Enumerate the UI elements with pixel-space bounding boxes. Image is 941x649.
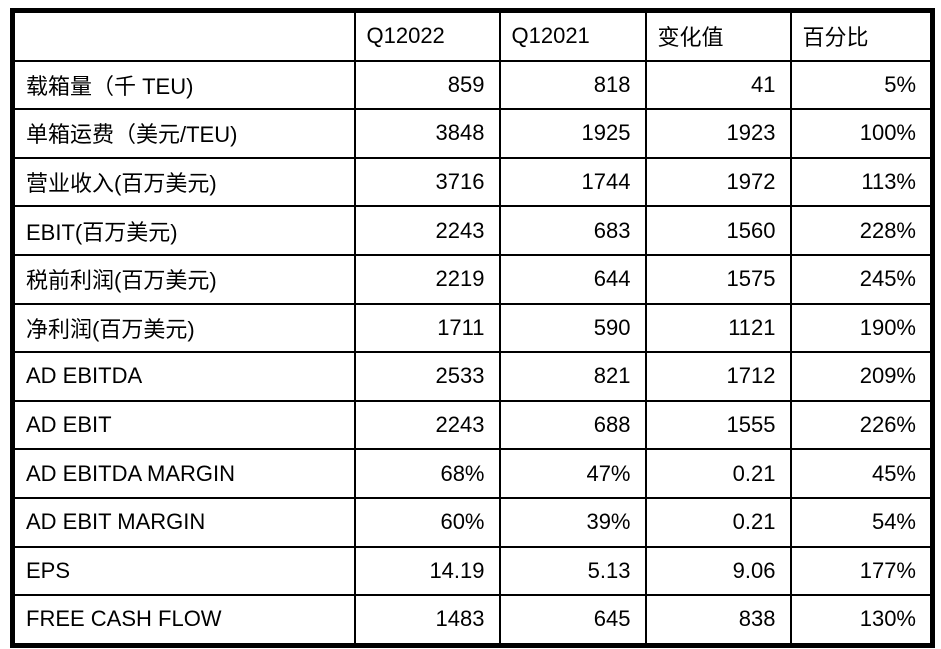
value-cell: 47% (498, 448, 647, 499)
value-cell: 3716 (353, 156, 501, 208)
header-cell-change: 变化值 (644, 9, 792, 62)
row-label-cell: AD EBITDA MARGIN (11, 448, 356, 499)
value-cell: 644 (498, 253, 647, 305)
value-cell: 2243 (353, 399, 501, 451)
table-row: 净利润(百万美元) 1711 590 1121 190% (11, 302, 934, 354)
value-cell: 1712 (644, 351, 792, 402)
value-cell: 0.21 (644, 496, 792, 548)
header-cell-q12022: Q12022 (353, 9, 501, 62)
value-cell: 1555 (644, 399, 792, 451)
value-cell: 190% (789, 302, 934, 354)
row-label-cell: AD EBIT MARGIN (11, 496, 356, 548)
value-cell: 39% (498, 496, 647, 548)
value-cell: 0.21 (644, 448, 792, 499)
value-cell: 590 (498, 302, 647, 354)
value-cell: 2219 (353, 253, 501, 305)
value-cell: 68% (353, 448, 501, 499)
value-cell: 5.13 (498, 545, 647, 597)
table-row: 单箱运费（美元/TEU) 3848 1925 1923 100% (11, 108, 934, 159)
value-cell: 1575 (644, 253, 792, 305)
row-label-cell: 净利润(百万美元) (11, 302, 356, 354)
value-cell: 45% (789, 448, 934, 499)
value-cell: 838 (644, 594, 792, 647)
table-row: AD EBITDA 2533 821 1712 209% (11, 351, 934, 402)
header-cell-blank (11, 9, 356, 62)
value-cell: 41 (644, 59, 792, 111)
value-cell: 177% (789, 545, 934, 597)
value-cell: 5% (789, 59, 934, 111)
table-row: EPS 14.19 5.13 9.06 177% (11, 545, 934, 597)
row-label-cell: EPS (11, 545, 356, 597)
value-cell: 60% (353, 496, 501, 548)
financial-table-container: Q12022 Q12021 变化值 百分比 载箱量（千 TEU) 859 818 41… (10, 8, 935, 648)
table-row: AD EBIT MARGIN 60% 39% 0.21 54% (11, 496, 934, 548)
table-row: 税前利润(百万美元) 2219 644 1575 245% (11, 253, 934, 305)
value-cell: 688 (498, 399, 647, 451)
header-row: Q12022 Q12021 变化值 百分比 (11, 9, 934, 62)
header-cell-percent: 百分比 (789, 9, 934, 62)
header-cell-q12021: Q12021 (498, 9, 647, 62)
value-cell: 245% (789, 253, 934, 305)
row-label-cell: FREE CASH FLOW (11, 594, 356, 647)
row-label-cell: EBIT(百万美元) (11, 205, 356, 256)
value-cell: 859 (353, 59, 501, 111)
value-cell: 209% (789, 351, 934, 402)
value-cell: 2243 (353, 205, 501, 256)
row-label-cell: 单箱运费（美元/TEU) (11, 108, 356, 159)
value-cell: 1711 (353, 302, 501, 354)
row-label-cell: AD EBITDA (11, 351, 356, 402)
value-cell: 1923 (644, 108, 792, 159)
value-cell: 1121 (644, 302, 792, 354)
table-row: 载箱量（千 TEU) 859 818 41 5% (11, 59, 934, 111)
row-label-cell: AD EBIT (11, 399, 356, 451)
row-label-cell: 营业收入(百万美元) (11, 156, 356, 208)
value-cell: 1483 (353, 594, 501, 647)
value-cell: 9.06 (644, 545, 792, 597)
value-cell: 1972 (644, 156, 792, 208)
value-cell: 1744 (498, 156, 647, 208)
row-label-cell: 税前利润(百万美元) (11, 253, 356, 305)
value-cell: 226% (789, 399, 934, 451)
value-cell: 228% (789, 205, 934, 256)
value-cell: 818 (498, 59, 647, 111)
row-label-cell: 载箱量（千 TEU) (11, 59, 356, 111)
table-row: 营业收入(百万美元) 3716 1744 1972 113% (11, 156, 934, 208)
table-row: AD EBIT 2243 688 1555 226% (11, 399, 934, 451)
value-cell: 645 (498, 594, 647, 647)
value-cell: 100% (789, 108, 934, 159)
table-body: 载箱量（千 TEU) 859 818 41 5% 单箱运费（美元/TEU) 3848 1925… (11, 59, 934, 647)
financial-table: Q12022 Q12021 变化值 百分比 载箱量（千 TEU) 859 818 41… (10, 8, 935, 648)
value-cell: 1560 (644, 205, 792, 256)
table-row: AD EBITDA MARGIN 68% 47% 0.21 45% (11, 448, 934, 499)
table-row: FREE CASH FLOW 1483 645 838 130% (11, 594, 934, 647)
value-cell: 683 (498, 205, 647, 256)
value-cell: 113% (789, 156, 934, 208)
value-cell: 1925 (498, 108, 647, 159)
value-cell: 130% (789, 594, 934, 647)
value-cell: 3848 (353, 108, 501, 159)
table-row: EBIT(百万美元) 2243 683 1560 228% (11, 205, 934, 256)
value-cell: 2533 (353, 351, 501, 402)
value-cell: 14.19 (353, 545, 501, 597)
value-cell: 821 (498, 351, 647, 402)
value-cell: 54% (789, 496, 934, 548)
